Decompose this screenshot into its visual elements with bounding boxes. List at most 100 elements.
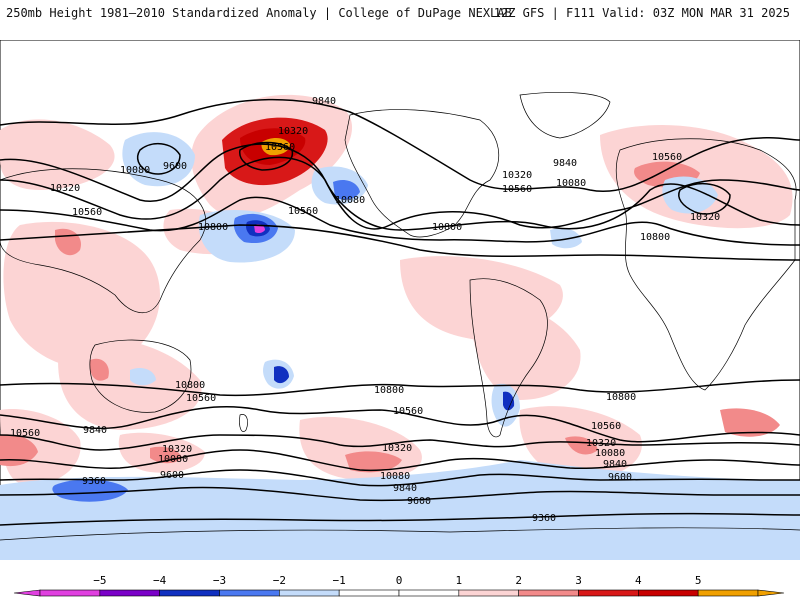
contour-label: 10560 [72, 207, 102, 218]
contour-label: 9840 [312, 96, 336, 107]
legend-tick-label: −4 [153, 574, 167, 587]
legend-bin [697, 589, 759, 597]
legend-tick-label: 5 [695, 574, 702, 587]
contour-closed-low-atlantic [678, 183, 731, 215]
legend-bin [159, 589, 220, 597]
contour-9840-south [0, 469, 800, 487]
contour-label: 10080 [335, 195, 365, 206]
contour-label: 10320 [690, 212, 720, 223]
contour-label: 9840 [393, 483, 417, 494]
contour-10560-south [0, 405, 800, 443]
coastline-new-zealand [239, 414, 248, 432]
anomaly-neg1-east-pacific-tropics [550, 228, 582, 249]
contour-label: 10320 [278, 126, 308, 137]
contour-label: 10560 [393, 406, 423, 417]
contour-9600-south [0, 486, 800, 502]
contour-label: 9360 [532, 513, 556, 524]
contour-10080-south [0, 449, 800, 472]
contour-label: 10320 [502, 170, 532, 181]
legend-ticks: −5 −4 −3 −2 −1 0 1 2 3 4 5 [93, 574, 701, 587]
anomaly-pos2-indian-ocean [89, 358, 109, 381]
contour-label: 10320 [382, 443, 412, 454]
contour-label: 10080 [556, 178, 586, 189]
legend-arrow-low [13, 589, 41, 597]
legend-bin [279, 589, 340, 597]
contour-label: 10320 [586, 438, 616, 449]
legend-tick-label: 2 [515, 574, 522, 587]
contour-label: 10560 [502, 184, 532, 195]
contour-labels: 9840 10320 10560 9600 10080 10320 10560 … [10, 96, 720, 524]
contour-closed-high-pacific [239, 141, 294, 171]
contour-9360-south [0, 512, 800, 526]
legend-color-bins [13, 589, 785, 597]
contour-label: 10560 [288, 206, 318, 217]
anomaly-pos1-southwest-corner [0, 409, 81, 485]
coastline-greenland [519, 92, 611, 139]
anomaly-pos2-south-pacific [345, 451, 402, 473]
contour-label: 10080 [158, 454, 188, 465]
coastline-europe-africa [615, 138, 797, 391]
contour-label: 9360 [82, 476, 106, 487]
legend-bin [398, 589, 460, 597]
contour-label: 9840 [603, 459, 627, 470]
anomaly-neg2-southern-ocean-west [52, 479, 128, 502]
legend-tick-label: 4 [635, 574, 642, 587]
contour-label: 10560 [591, 421, 621, 432]
contour-label: 9840 [83, 425, 107, 436]
anomaly-color-legend: −5 −4 −3 −2 −1 0 1 2 3 4 5 [13, 574, 785, 597]
legend-tick-label: 0 [396, 574, 403, 587]
contour-10800-north [0, 224, 800, 261]
coastline-north-america [344, 109, 499, 238]
anomaly-neg5-north-pacific-low [254, 224, 265, 234]
anomaly-pos2-southwest-atlantic [565, 436, 598, 455]
anomaly-neg1-southern-ocean-band [0, 460, 800, 560]
legend-tick-label: −5 [93, 574, 106, 587]
contour-label: 9600 [407, 496, 431, 507]
anomaly-pos2-southwest-corner [0, 434, 38, 467]
contour-label: 10800 [606, 392, 636, 403]
anomaly-pos2-east-atlantic-south [720, 408, 780, 437]
legend-arrow-high [757, 589, 785, 597]
contour-10320-south [0, 434, 800, 451]
contour-label: 9600 [163, 161, 187, 172]
legend-bin [458, 589, 519, 597]
contour-label: 10560 [265, 142, 295, 153]
legend-bin [638, 589, 699, 597]
anomaly-neg3-south-pacific-low [274, 366, 289, 384]
anomaly-neg1-europe-trough [662, 176, 718, 214]
coastlines [0, 92, 800, 541]
legend-tick-label: −3 [213, 574, 226, 587]
contour-9840-north [0, 98, 800, 193]
contour-label: 10800 [640, 232, 670, 243]
anomaly-neg3-south-america [503, 391, 515, 411]
contour-label: 10560 [652, 152, 682, 163]
anomaly-neg1-indian-trop [130, 368, 156, 386]
negative-anomalies [0, 132, 800, 560]
contour-label: 10560 [186, 393, 216, 404]
contour-label: 10080 [595, 448, 625, 459]
coastline-asia [0, 168, 206, 314]
contour-label: 10320 [162, 444, 192, 455]
legend-bin [99, 589, 160, 597]
model-valid-time: 12Z GFS | F111 Valid: 03Z MON MAR 31 202… [493, 6, 790, 20]
contour-label: 10560 [10, 428, 40, 439]
contour-label: 10800 [374, 385, 404, 396]
anomaly-map: 9840 10320 10560 9600 10080 10320 10560 … [0, 40, 800, 560]
contour-label: 10080 [120, 165, 150, 176]
contour-10320-north [0, 156, 800, 231]
legend-tick-label: 3 [575, 574, 582, 587]
contour-10080-north [0, 143, 800, 230]
legend-bin [578, 589, 639, 597]
contour-label: 10080 [380, 471, 410, 482]
legend-tick-label: −2 [273, 574, 286, 587]
contour-label: 9840 [553, 158, 577, 169]
anomaly-neg1-north-pacific [122, 132, 195, 187]
contour-closed-low-north-pacific [136, 143, 181, 175]
coastline-antarctica [0, 527, 800, 541]
legend-tick-label: 1 [456, 574, 463, 587]
contour-label: 10800 [432, 222, 462, 233]
anomaly-pos1-south-america [470, 299, 581, 400]
coastline-australia [89, 339, 192, 413]
anomaly-pos1-asia-west [3, 221, 160, 368]
contour-label: 10800 [198, 222, 228, 233]
